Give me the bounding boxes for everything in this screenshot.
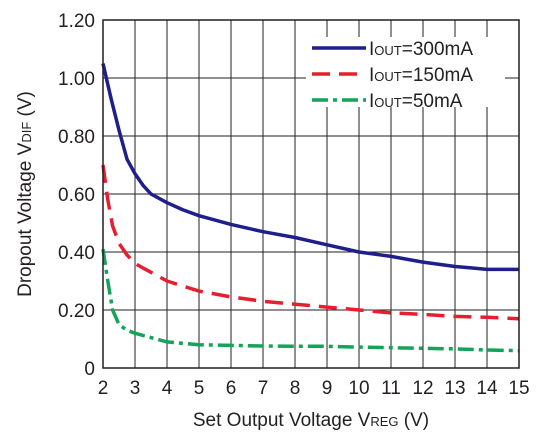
y-tick-label: 0.80 — [58, 127, 95, 148]
legend-label-main: I — [369, 65, 374, 86]
x-tick-label: 13 — [444, 378, 465, 399]
x-tick-label: 12 — [412, 378, 433, 399]
x-tick-label: 3 — [130, 378, 141, 399]
x-tick-label: 15 — [508, 378, 529, 399]
series-line-3 — [101, 248, 520, 353]
y-tick-label: 0 — [84, 359, 95, 380]
legend-label-1: IOUT=300mA — [369, 39, 473, 60]
y-tick-label: 1.00 — [58, 69, 95, 90]
x-axis-title-main: Set Output Voltage V — [193, 410, 371, 431]
x-tick-label: 7 — [258, 378, 269, 399]
legend-label-sub: OUT — [374, 43, 402, 58]
x-tick-label: 14 — [476, 378, 498, 399]
legend-label-sub: OUT — [374, 69, 402, 84]
series-line-1 — [101, 63, 519, 272]
x-tick-label: 4 — [162, 378, 173, 399]
x-tick-label: 8 — [290, 378, 301, 399]
x-tick-labels: 2 3 4 5 6 7 8 9 10 11 12 13 14 15 — [98, 378, 530, 399]
y-tick-label: 0.20 — [58, 301, 95, 322]
y-axis-title-sub: DIF — [19, 122, 34, 143]
x-tick-label: 10 — [348, 378, 369, 399]
y-tick-label: 1.20 — [58, 11, 95, 32]
legend-label-sub: OUT — [374, 95, 402, 110]
legend-label-rest: =150mA — [402, 65, 474, 86]
y-tick-label: 0.60 — [58, 185, 95, 206]
y-axis-title-main: Dropout Voltage V — [15, 142, 36, 297]
y-tick-labels: 0 0.20 0.40 0.60 0.80 1.00 1.20 — [58, 11, 95, 380]
x-tick-label: 11 — [381, 378, 401, 399]
legend-label-main: I — [369, 91, 374, 112]
x-axis-title: Set Output Voltage VREG (V) — [193, 410, 429, 431]
y-axis-title: Dropout Voltage VDIF (V) — [15, 91, 36, 297]
y-axis-title-unit: (V) — [15, 91, 36, 122]
legend-label-2: IOUT=150mA — [369, 65, 473, 86]
series-lines — [101, 63, 520, 353]
plot-frame — [102, 19, 520, 369]
x-tick-label: 9 — [322, 378, 333, 399]
legend-label-rest: =300mA — [402, 39, 474, 60]
x-tick-label: 5 — [194, 378, 205, 399]
y-tick-label: 0.40 — [58, 243, 95, 264]
legend-label-main: I — [369, 39, 374, 60]
x-axis-title-sub: REG — [370, 414, 398, 429]
x-axis-title-unit: (V) — [399, 410, 430, 431]
x-tick-label: 6 — [226, 378, 237, 399]
legend-label-3: IOUT=50mA — [369, 91, 463, 112]
x-tick-label: 2 — [98, 378, 109, 399]
legend-label-rest: =50mA — [402, 91, 463, 112]
